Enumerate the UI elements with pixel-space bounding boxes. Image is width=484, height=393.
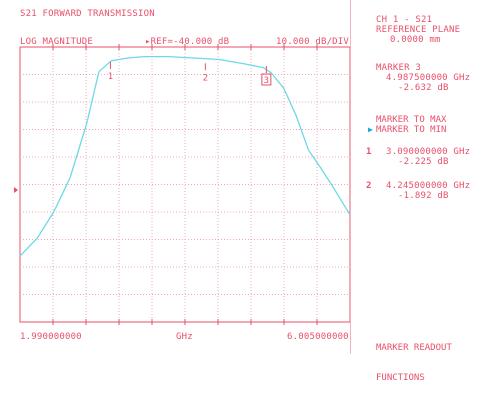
marker-readout-functions-button[interactable]: MARKER READOUT FUNCTIONS: [376, 323, 452, 393]
marker-1-label: 1: [108, 72, 113, 82]
marker-1-freq: 3.090000000 GHz: [386, 147, 471, 157]
x-unit-label: GHz: [176, 332, 193, 342]
reference-plane-value: 0.0000 mm: [390, 35, 441, 45]
marker-2-value: -1.892 dB: [398, 191, 449, 201]
marker-1-value: -2.225 dB: [398, 157, 449, 167]
chart-title: S21 FORWARD TRANSMISSION: [20, 9, 155, 19]
sidebar-divider: [350, 0, 351, 354]
s21-log-magnitude-chart: 1 2 3: [14, 44, 351, 325]
active-marker-box: [261, 73, 272, 86]
active-marker-freq: 4.987500000 GHz: [386, 73, 471, 83]
channel-label: CH 1 - S21: [376, 15, 433, 25]
reference-arrow-icon: [14, 187, 18, 193]
trace-line: [19, 55, 351, 257]
marker-readout-functions-label: FUNCTIONS: [376, 373, 425, 383]
x-stop-label: 6.005000000: [287, 332, 349, 342]
marker-2-freq: 4.245000000 GHz: [386, 181, 471, 191]
active-marker-title: MARKER 3: [376, 63, 421, 73]
selection-arrow-icon: ▶: [368, 125, 373, 134]
marker-readout-label: MARKER READOUT: [376, 343, 452, 353]
active-marker-value: -2.632 dB: [398, 83, 449, 93]
marker-2-number: 2: [366, 181, 372, 191]
marker-to-max-button[interactable]: MARKER TO MAX: [376, 115, 447, 125]
marker-2-label: 2: [203, 73, 208, 83]
marker-1-number: 1: [366, 147, 372, 157]
scale-label: 10.000 dB/DIV: [276, 37, 350, 47]
reference-plane-label: REFERENCE PLANE: [376, 25, 461, 35]
marker-to-min-button[interactable]: MARKER TO MIN: [376, 125, 447, 135]
format-label: LOG MAGNITUDE: [20, 37, 94, 47]
reference-level: ▸REF=-40.000 dB: [145, 37, 230, 47]
marker-3-label: 3: [264, 76, 269, 86]
x-start-label: 1.990000000: [20, 332, 82, 342]
